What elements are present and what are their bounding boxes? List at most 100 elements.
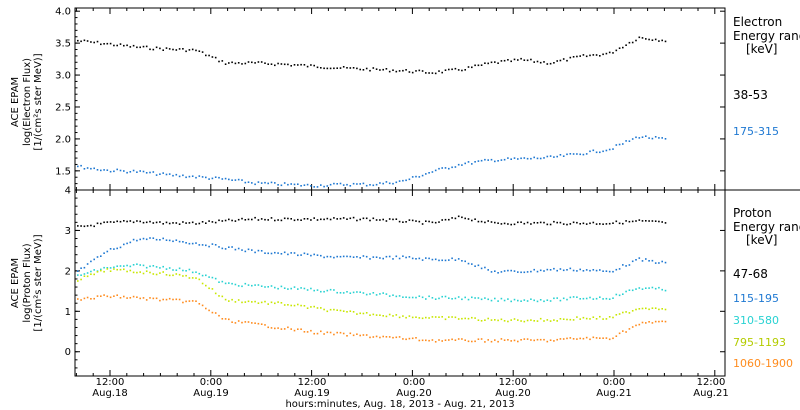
data-point-175-315 [585,153,588,155]
data-point-795-1193 [362,312,365,315]
data-point-175-315 [155,174,158,176]
data-point-115-195 [303,252,306,255]
data-point-795-1193 [431,316,434,318]
data-point-47-68 [444,218,447,221]
data-point-47-68 [191,221,194,224]
data-point-175-315 [339,182,342,185]
data-point-1060-1900 [408,337,411,340]
data-point-38-53 [645,38,647,40]
data-point-310-580 [267,286,269,288]
data-point-47-68 [497,222,499,224]
data-point-310-580 [352,291,355,294]
data-point-38-53 [444,69,447,71]
data-point-310-580 [247,284,250,286]
data-point-795-1193 [392,315,394,317]
data-point-795-1193 [300,304,302,307]
data-point-115-195 [290,252,292,254]
data-point-47-68 [585,223,588,225]
data-point-47-68 [398,220,401,223]
data-point-795-1193 [661,308,663,310]
data-point-115-195 [579,268,581,271]
data-point-795-1193 [405,316,407,319]
data-point-47-68 [526,221,529,224]
data-point-175-315 [139,170,141,172]
data-point-115-195 [270,252,273,255]
data-point-175-315 [641,136,644,138]
data-point-47-68 [339,217,342,220]
data-point-310-580 [398,295,401,297]
data-point-175-315 [589,150,591,153]
data-point-310-580 [582,297,585,300]
data-point-310-580 [517,299,519,302]
data-point-795-1193 [536,320,539,322]
data-point-115-195 [379,257,381,259]
data-point-115-195 [165,239,168,241]
data-point-1060-1900 [86,296,89,299]
data-point-795-1193 [182,275,184,277]
data-point-175-315 [425,173,427,175]
data-point-1060-1900 [625,331,627,333]
data-point-47-68 [517,221,519,224]
data-point-795-1193 [152,273,155,275]
data-point-38-53 [402,69,404,72]
data-point-47-68 [352,216,355,219]
data-point-310-580 [559,299,562,302]
data-point-795-1193 [645,307,647,310]
data-point-175-315 [145,172,148,174]
data-point-175-315 [168,173,171,175]
data-point-1060-1900 [237,320,240,322]
data-point-795-1193 [388,313,391,316]
data-point-38-53 [336,67,338,69]
data-point-175-315 [526,157,529,160]
data-point-47-68 [523,222,526,225]
data-point-310-580 [487,298,489,301]
data-point-1060-1900 [543,338,545,341]
data-point-38-53 [106,42,109,45]
data-point-47-68 [559,221,562,224]
data-point-1060-1900 [336,331,338,334]
data-point-1060-1900 [329,331,332,334]
data-point-1060-1900 [526,338,529,340]
data-point-47-68 [323,218,325,221]
data-point-795-1193 [251,301,253,303]
data-point-1060-1900 [323,333,325,335]
data-point-47-68 [270,217,273,219]
data-point-47-68 [421,223,424,225]
data-point-47-68 [221,220,224,222]
data-point-38-53 [264,62,266,64]
data-point-38-53 [270,63,273,65]
data-point-310-580 [198,272,201,275]
data-point-1060-1900 [421,339,424,342]
data-point-175-315 [500,159,503,161]
data-point-795-1193 [480,320,483,322]
data-point-310-580 [608,298,611,300]
data-point-175-315 [661,137,663,139]
data-point-47-68 [379,219,381,221]
data-point-1060-1900 [385,336,388,338]
data-point-1060-1900 [477,338,480,340]
data-point-38-53 [635,39,637,42]
data-point-310-580 [628,289,631,291]
data-point-47-68 [592,221,595,224]
data-point-175-315 [191,175,194,177]
data-point-175-315 [165,173,168,176]
data-point-175-315 [375,183,378,186]
data-point-47-68 [382,218,384,221]
data-point-38-53 [257,61,260,63]
data-point-1060-1900 [254,322,256,324]
data-point-795-1193 [533,320,535,322]
data-point-115-195 [507,269,509,272]
data-point-47-68 [608,222,611,225]
data-point-115-195 [342,255,345,258]
data-point-175-315 [100,169,102,172]
data-point-115-195 [145,238,148,241]
data-point-38-53 [536,60,539,63]
data-point-115-195 [300,254,302,256]
data-point-795-1193 [142,272,145,275]
data-point-795-1193 [172,274,174,277]
data-point-47-68 [293,219,296,222]
data-point-115-195 [346,255,348,258]
data-point-310-580 [100,268,102,271]
data-point-175-315 [438,167,440,170]
data-point-1060-1900 [641,321,644,324]
